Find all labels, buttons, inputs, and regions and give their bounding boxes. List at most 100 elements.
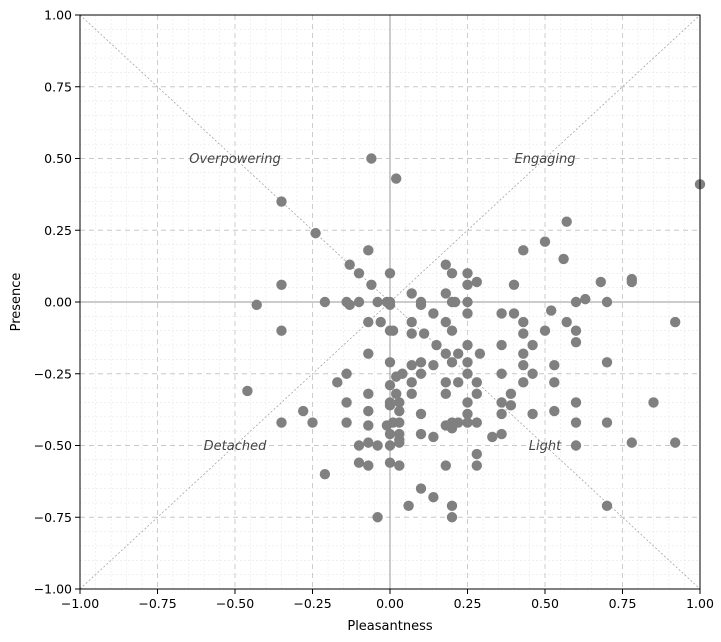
data-point bbox=[242, 385, 253, 397]
y-tick-label: −1.00 bbox=[34, 582, 72, 597]
data-point bbox=[440, 460, 451, 471]
data-point bbox=[251, 299, 262, 311]
data-point bbox=[384, 299, 396, 311]
data-point bbox=[341, 417, 352, 428]
data-point bbox=[449, 296, 461, 308]
data-point bbox=[496, 408, 507, 420]
data-point bbox=[406, 388, 417, 400]
data-point bbox=[570, 417, 582, 428]
data-point bbox=[276, 325, 287, 336]
data-point bbox=[363, 388, 374, 400]
data-point bbox=[505, 388, 517, 400]
data-point bbox=[319, 296, 331, 308]
data-point bbox=[372, 512, 383, 523]
data-point bbox=[474, 348, 486, 359]
data-point bbox=[518, 245, 529, 256]
data-point bbox=[462, 357, 473, 368]
data-point bbox=[527, 339, 538, 351]
data-point bbox=[406, 316, 417, 328]
data-point bbox=[363, 437, 374, 448]
y-tick-label: 0.50 bbox=[44, 151, 72, 166]
data-point bbox=[496, 308, 507, 319]
data-point bbox=[518, 328, 529, 339]
y-axis-label: Presence bbox=[9, 273, 24, 332]
data-point bbox=[570, 325, 582, 336]
data-point bbox=[462, 279, 473, 290]
data-point bbox=[518, 377, 529, 388]
data-point bbox=[406, 359, 417, 371]
data-point bbox=[353, 457, 365, 468]
x-tick-label: 1.00 bbox=[686, 596, 714, 611]
x-axis-label: Pleasantness bbox=[347, 619, 433, 634]
x-tick-label: 0.00 bbox=[376, 596, 404, 611]
x-tick-label: 0.75 bbox=[609, 596, 637, 611]
quadrant-label: Overpowering bbox=[189, 152, 281, 167]
data-point bbox=[508, 308, 520, 319]
data-point bbox=[462, 339, 473, 351]
axis-ticks: −1.00−1.00 −0.75 −0.75 −0.50 −0.50 −0.25 −0.25… bbox=[34, 8, 714, 612]
y-tick-label: 1.00 bbox=[44, 8, 72, 23]
data-point bbox=[462, 308, 473, 319]
data-point bbox=[428, 491, 439, 503]
data-points bbox=[242, 153, 706, 523]
data-point bbox=[363, 420, 374, 431]
data-point bbox=[415, 299, 427, 311]
data-point bbox=[471, 417, 482, 428]
data-point bbox=[384, 268, 396, 279]
x-tick-label: −0.25 bbox=[293, 596, 331, 611]
data-point bbox=[372, 296, 383, 308]
data-point bbox=[384, 357, 396, 368]
data-point bbox=[310, 227, 321, 239]
data-point bbox=[496, 428, 507, 440]
data-point bbox=[539, 325, 551, 336]
x-tick-label: −0.75 bbox=[138, 596, 176, 611]
data-point bbox=[471, 460, 482, 471]
data-point bbox=[332, 377, 343, 388]
data-point bbox=[276, 279, 287, 290]
data-point bbox=[353, 268, 365, 279]
data-point bbox=[394, 460, 405, 471]
data-point bbox=[406, 377, 417, 388]
data-point bbox=[366, 153, 377, 164]
data-point bbox=[391, 371, 402, 382]
data-point bbox=[471, 377, 482, 388]
x-tick-label: 0.25 bbox=[454, 596, 482, 611]
y-tick-label: 0.75 bbox=[44, 79, 72, 94]
data-point bbox=[670, 437, 681, 448]
data-point bbox=[558, 253, 569, 265]
data-point bbox=[440, 316, 451, 328]
data-point bbox=[440, 388, 451, 400]
diagonal-guides bbox=[79, 14, 701, 590]
data-point bbox=[518, 359, 529, 371]
data-point bbox=[462, 368, 473, 379]
y-tick-label: −0.25 bbox=[34, 366, 72, 381]
y-tick-label: 0.25 bbox=[44, 223, 72, 238]
data-point bbox=[561, 316, 572, 328]
data-point bbox=[446, 357, 458, 368]
data-point bbox=[440, 377, 451, 388]
data-point bbox=[353, 440, 365, 451]
diagonal-guide-falling bbox=[79, 14, 701, 590]
data-point bbox=[496, 368, 507, 379]
data-point bbox=[384, 380, 396, 391]
data-point bbox=[403, 500, 414, 511]
data-point bbox=[415, 428, 427, 440]
data-point bbox=[453, 377, 464, 388]
data-point bbox=[363, 348, 374, 359]
data-point bbox=[384, 400, 396, 411]
quadrant-label: Light bbox=[529, 439, 562, 454]
data-point bbox=[546, 305, 557, 316]
data-point bbox=[496, 397, 507, 408]
data-point bbox=[505, 400, 517, 411]
data-point bbox=[462, 397, 473, 408]
data-point bbox=[453, 417, 464, 428]
data-point bbox=[428, 308, 439, 319]
data-point bbox=[363, 460, 374, 471]
data-point bbox=[601, 417, 613, 428]
data-point bbox=[462, 417, 473, 428]
data-point bbox=[561, 216, 572, 227]
data-point bbox=[570, 397, 582, 408]
data-point bbox=[387, 325, 399, 336]
data-point bbox=[341, 368, 352, 379]
